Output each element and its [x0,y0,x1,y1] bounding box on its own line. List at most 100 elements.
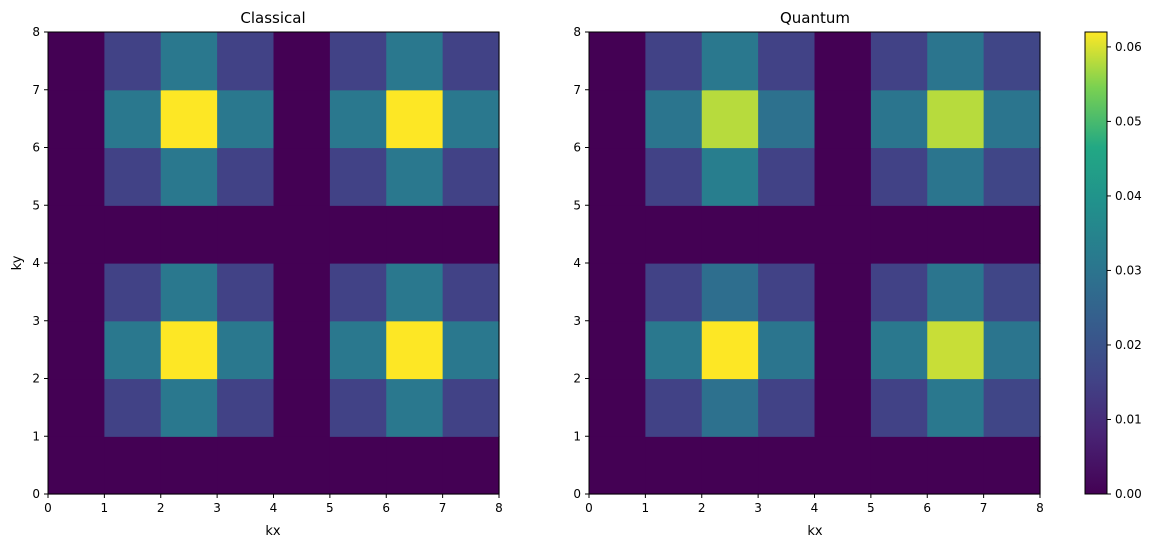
quantum-cell [870,378,928,437]
classical-cell [442,32,500,91]
classical-cell [273,320,331,380]
classical-cell [442,205,500,264]
classical-cell [442,320,500,380]
quantum-cell [701,205,759,264]
y-tick-label: 3 [573,314,581,328]
quantum-cell [589,436,646,495]
quantum-cell [701,378,759,437]
quantum-cell [645,378,703,437]
classical-cell [442,263,500,322]
quantum-cell [701,89,759,149]
quantum-cell [645,147,703,206]
colorbar-tick-label: 0.05 [1115,114,1142,128]
classical-cell [442,89,500,149]
classical-cell [217,147,275,206]
y-tick-label: 7 [32,83,40,97]
classical-x-axis: 0 1 2 3 4 5 6 7 8 [44,494,503,515]
quantum-cell [701,436,759,495]
y-tick-label: 1 [32,429,40,443]
quantum-cell [927,320,985,380]
quantum-cell [983,147,1041,206]
quantum-x-axis: 0 1 2 3 4 5 6 7 8 [585,494,1044,515]
x-tick-label: 2 [698,501,706,515]
quantum-cell [983,32,1041,91]
classical-cell [217,436,275,495]
x-tick-label: 2 [157,501,165,515]
quantum-cell [814,263,872,322]
classical-x-axis-label: kx [265,524,281,539]
y-tick-label: 1 [573,429,581,443]
classical-cell [48,320,105,380]
quantum-cell [983,320,1041,380]
classical-cell [104,205,162,264]
quantum-cell [983,263,1041,322]
classical-cell [160,436,218,495]
quantum-cell [983,205,1041,264]
y-tick-label: 2 [32,372,40,386]
quantum-cell [589,147,646,206]
x-tick-label: 4 [811,501,819,515]
quantum-cell [589,32,646,91]
quantum-cells [589,32,1041,495]
x-tick-label: 5 [867,501,875,515]
colorbar-tick-label: 0.02 [1115,338,1142,352]
quantum-cell [758,205,816,264]
quantum-cell [645,205,703,264]
y-tick-label: 0 [32,487,40,501]
quantum-cell [870,32,928,91]
quantum-cell [927,32,985,91]
classical-heatmap-panel: Classical 0 1 2 3 4 5 6 7 8 0 1 2 3 4 5 6 7 8 kx ky [10,9,503,539]
quantum-cell [814,320,872,380]
colorbar-tick-label: 0.03 [1115,263,1142,277]
classical-cell [48,147,105,206]
colorbar-tick-label: 0.04 [1115,189,1142,203]
quantum-y-axis: 0 1 2 3 4 5 6 7 8 [573,25,589,501]
classical-cell [273,263,331,322]
classical-cell [329,32,387,91]
quantum-cell [645,320,703,380]
classical-cell [329,205,387,264]
quantum-cell [758,147,816,206]
classical-cell [104,436,162,495]
quantum-cell [589,320,646,380]
quantum-cell [758,378,816,437]
classical-cell [48,378,105,437]
classical-cell [442,436,500,495]
classical-cell [48,32,105,91]
y-tick-label: 8 [32,25,40,39]
classical-cell [329,147,387,206]
colorbar-tick-label: 0.00 [1115,487,1142,501]
x-tick-label: 6 [923,501,931,515]
classical-cell [160,32,218,91]
y-tick-label: 5 [573,198,581,212]
quantum-cell [927,147,985,206]
quantum-cell [814,89,872,149]
classical-cell [48,436,105,495]
x-tick-label: 1 [101,501,109,515]
colorbar-ticks: 0.00 0.01 0.02 0.03 0.04 0.05 0.06 [1107,40,1142,501]
x-tick-label: 6 [382,501,390,515]
y-tick-label: 4 [32,256,40,270]
quantum-cell [814,205,872,264]
x-tick-label: 1 [642,501,650,515]
classical-cell [386,263,444,322]
quantum-cell [814,436,872,495]
quantum-x-axis-label: kx [807,524,823,539]
colorbar-tick-label: 0.06 [1115,40,1142,54]
classical-y-axis: 0 1 2 3 4 5 6 7 8 [32,25,48,501]
quantum-cell [814,378,872,437]
quantum-cell [870,436,928,495]
classical-cell [104,263,162,322]
colorbar: 0.00 0.01 0.02 0.03 0.04 0.05 0.06 [1084,31,1142,501]
classical-cell [273,32,331,91]
quantum-cell [645,89,703,149]
classical-cell [386,32,444,91]
classical-cell [273,89,331,149]
classical-cell [160,89,218,149]
classical-cell [273,436,331,495]
quantum-cell [701,32,759,91]
classical-cell [442,378,500,437]
quantum-cell [983,378,1041,437]
classical-cell [273,378,331,437]
